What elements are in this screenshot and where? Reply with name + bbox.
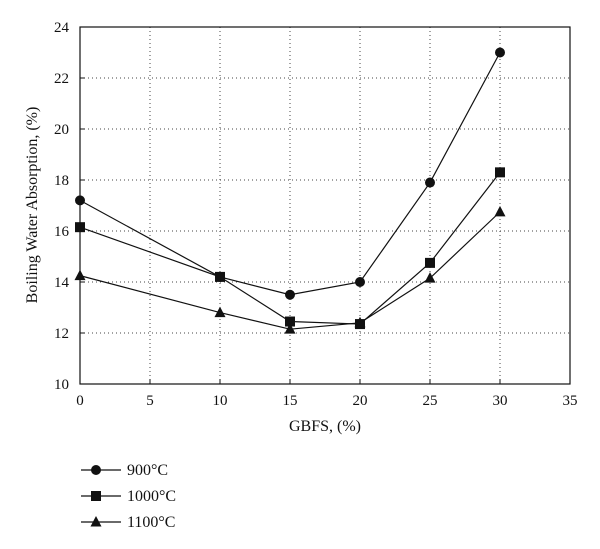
data-point-triangle — [214, 306, 226, 318]
y-tick-label: 18 — [54, 173, 69, 189]
y-tick-label: 16 — [54, 224, 70, 240]
legend-label: 900°C — [127, 462, 168, 479]
y-axis-title: Boiling Water Absorption, (%) — [24, 107, 41, 304]
x-axis-title: GBFS, (%) — [289, 418, 361, 435]
x-tick-label: 0 — [76, 393, 84, 409]
x-tick-label: 15 — [283, 393, 298, 409]
data-point-square — [75, 222, 85, 233]
x-tick-label: 10 — [213, 393, 228, 409]
legend-marker-triangle — [90, 516, 102, 527]
y-tick-label: 14 — [54, 275, 70, 291]
legend-item: 1100°C — [81, 514, 175, 531]
axis-ticks: 0 5 10 15 20 25 30 35 10 12 14 16 18 20 22 24 — [54, 20, 578, 409]
legend-label: 1000°C — [127, 488, 176, 505]
data-point-square — [425, 257, 435, 268]
x-tick-label: 20 — [353, 393, 368, 409]
legend-marker-square — [91, 491, 101, 501]
data-point-square — [495, 167, 505, 178]
x-tick-label: 30 — [493, 393, 508, 409]
data-point-triangle — [494, 205, 506, 217]
data-point-circle — [355, 277, 365, 287]
y-tick-label: 22 — [54, 71, 69, 87]
series-line — [79, 52, 501, 296]
legend-item: 900°C — [81, 462, 168, 479]
legend-marker-circle — [91, 465, 101, 475]
legend: 900°C 1000°C 1100°C — [81, 462, 176, 531]
data-point-circle — [285, 289, 295, 300]
legend-label: 1100°C — [127, 514, 175, 531]
data-point-circle — [425, 177, 435, 188]
data-point-triangle — [354, 316, 366, 328]
grid — [80, 27, 570, 384]
data-point-circle — [75, 195, 85, 206]
x-tick-label: 25 — [423, 393, 438, 409]
y-tick-label: 20 — [54, 122, 69, 138]
series-line — [79, 171, 501, 325]
data-point-square — [285, 316, 295, 327]
data-point-triangle — [424, 272, 436, 283]
plot-area-frame — [79, 26, 571, 385]
series-line — [79, 211, 501, 330]
data-point-circle — [495, 47, 505, 58]
data-point-square — [215, 271, 225, 282]
y-tick-label: 24 — [54, 20, 70, 36]
series-triangle — [74, 205, 506, 334]
data-point-triangle — [74, 269, 86, 281]
y-tick-label: 10 — [54, 377, 69, 393]
y-tick-label: 12 — [54, 326, 69, 342]
series-circle — [75, 47, 505, 300]
x-tick-label: 35 — [563, 393, 578, 409]
x-tick-label: 5 — [146, 393, 154, 409]
data-series — [74, 47, 506, 334]
data-point-triangle — [284, 323, 296, 334]
legend-item: 1000°C — [81, 488, 176, 505]
